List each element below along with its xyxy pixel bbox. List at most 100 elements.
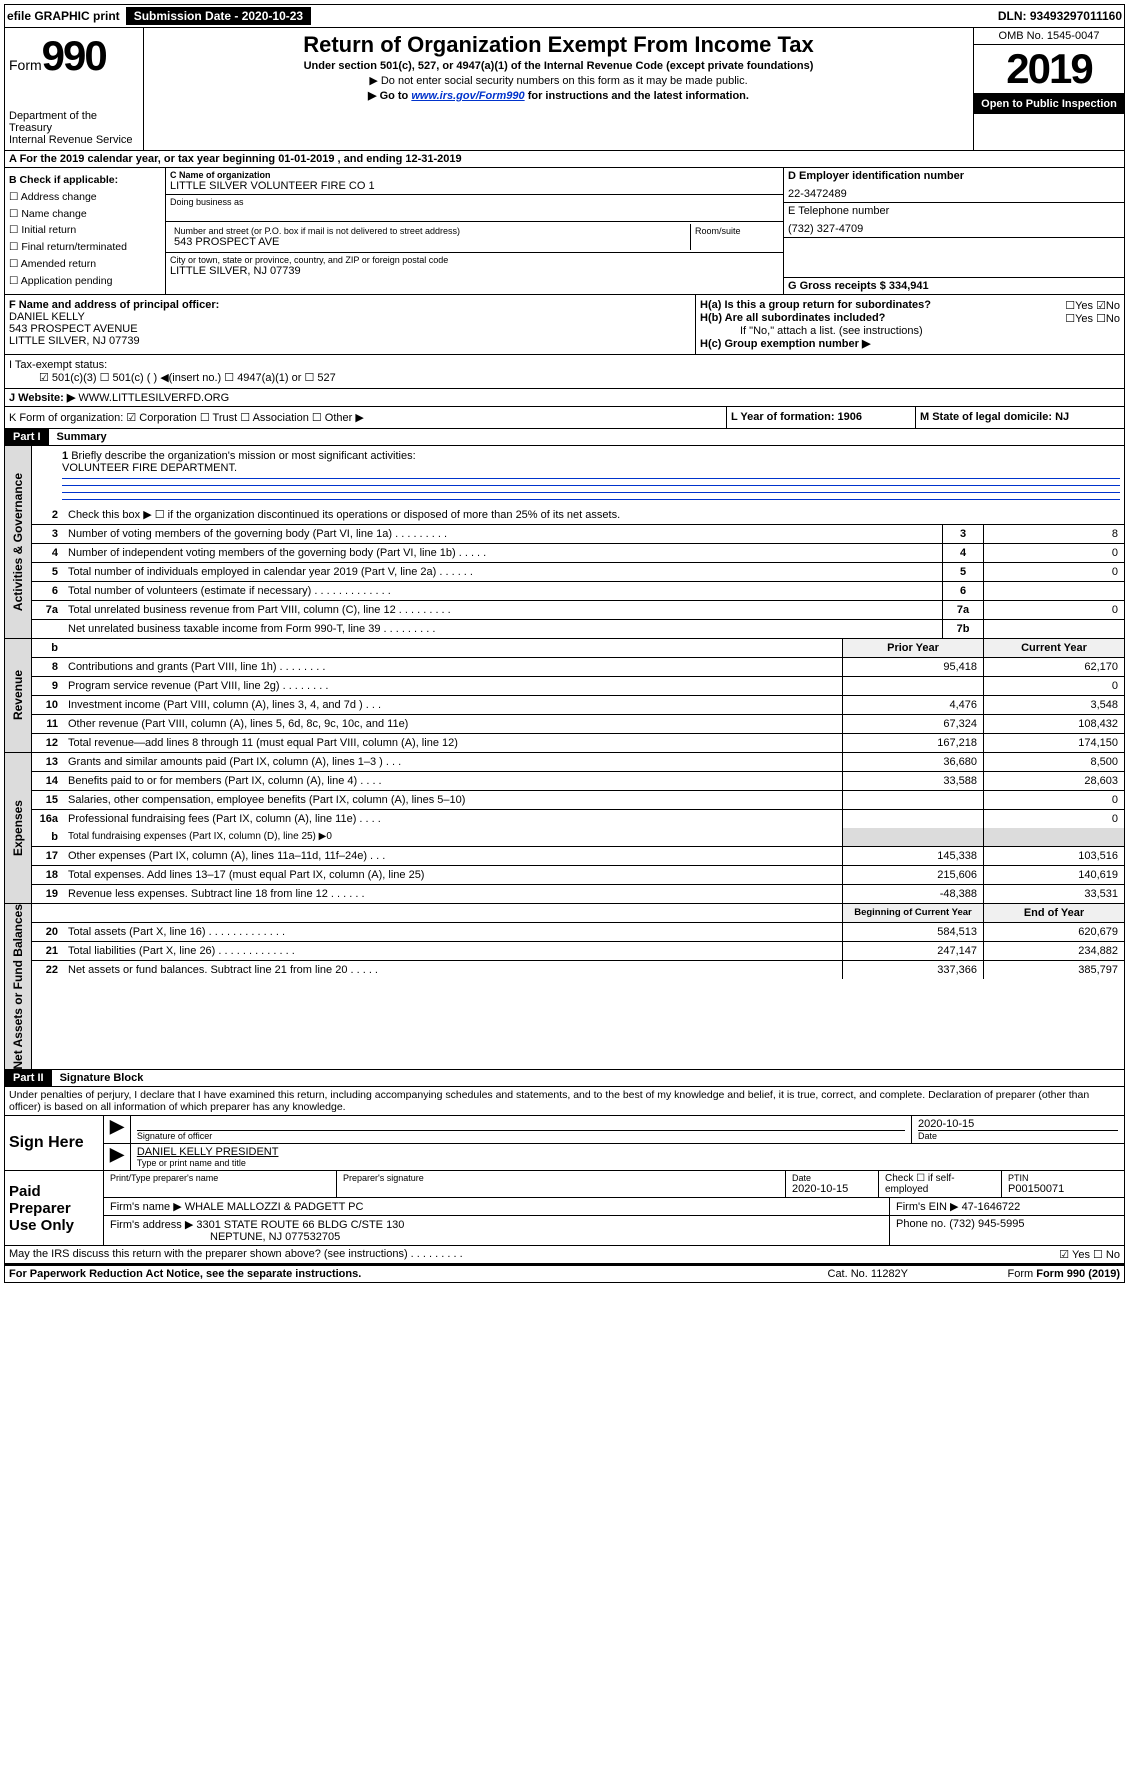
line-i: I Tax-exempt status: ☑ 501(c)(3) ☐ 501(c…	[4, 355, 1125, 389]
section-f-h: F Name and address of principal officer:…	[4, 295, 1125, 355]
officer-addr2: LITTLE SILVER, NJ 07739	[9, 335, 691, 347]
e-phone-label: E Telephone number	[788, 205, 1120, 217]
ptin-value: P00150071	[1008, 1183, 1118, 1195]
check-amended[interactable]: ☐ Amended return	[9, 256, 161, 273]
tab-activities: Activities & Governance	[11, 473, 25, 611]
check-pending[interactable]: ☐ Application pending	[9, 273, 161, 290]
phone-value: (732) 327-4709	[788, 223, 1120, 235]
c-name-label: C Name of organization	[170, 170, 779, 180]
net-assets-block: Net Assets or Fund Balances Beginning of…	[4, 904, 1125, 1071]
paid-preparer-block: Paid Preparer Use Only Print/Type prepar…	[4, 1171, 1125, 1246]
subtitle-3-post: for instructions and the latest informat…	[525, 90, 749, 102]
m-state: M State of legal domicile: NJ	[916, 407, 1124, 428]
arrow-icon: ▶	[104, 1116, 131, 1143]
f-label: F Name and address of principal officer:	[9, 299, 691, 311]
expenses-block: Expenses 13Grants and similar amounts pa…	[4, 753, 1125, 904]
firm-city: NEPTUNE, NJ 077532705	[210, 1231, 340, 1243]
form-label: Form	[9, 57, 42, 73]
prep-date: 2020-10-15	[792, 1183, 872, 1195]
check-address[interactable]: ☐ Address change	[9, 189, 161, 206]
cat-no: Cat. No. 11282Y	[828, 1268, 1008, 1280]
discuss-label: May the IRS discuss this return with the…	[9, 1248, 1059, 1261]
paperwork-footer: For Paperwork Reduction Act Notice, see …	[4, 1264, 1125, 1283]
line-j: J Website: ▶ WWW.LITTLESILVERFD.ORG	[4, 389, 1125, 407]
ha-value[interactable]: ☐Yes ☑No	[1065, 299, 1120, 312]
perjury-declaration: Under penalties of perjury, I declare th…	[4, 1087, 1125, 1116]
hb-note: If "No," attach a list. (see instruction…	[700, 325, 1120, 337]
check-name[interactable]: ☐ Name change	[9, 206, 161, 223]
ptin-label: PTIN	[1008, 1173, 1118, 1183]
dln: DLN: 93493297011160	[998, 9, 1122, 23]
hc-label: H(c) Group exemption number ▶	[700, 337, 1120, 350]
subtitle-2: ▶ Do not enter social security numbers o…	[152, 74, 965, 87]
sign-here-label: Sign Here	[5, 1116, 104, 1170]
k-form-org[interactable]: K Form of organization: ☑ Corporation ☐ …	[5, 407, 727, 428]
paperwork-notice: For Paperwork Reduction Act Notice, see …	[9, 1268, 828, 1280]
org-name: LITTLE SILVER VOLUNTEER FIRE CO 1	[170, 180, 779, 192]
submission-date: Submission Date - 2020-10-23	[126, 7, 311, 25]
g-receipts: G Gross receipts $ 334,941	[788, 280, 1120, 292]
check-final[interactable]: ☐ Final return/terminated	[9, 239, 161, 256]
part-1-badge: Part I	[5, 429, 49, 445]
part-1-title: Summary	[49, 429, 115, 445]
part-2-header: Part II Signature Block	[4, 1070, 1125, 1087]
top-bar: efile GRAPHIC print Submission Date - 20…	[4, 4, 1125, 28]
irs-label: Internal Revenue Service	[9, 134, 139, 146]
website-value[interactable]: WWW.LITTLESILVERFD.ORG	[78, 392, 229, 404]
hb-label: H(b) Are all subordinates included?	[700, 312, 1065, 325]
line-16b-num: b	[32, 831, 64, 843]
prep-name-label: Print/Type preparer's name	[110, 1173, 330, 1183]
discuss-row: May the IRS discuss this return with the…	[4, 1246, 1125, 1264]
addr-label: Number and street (or P.O. box if mail i…	[174, 226, 686, 236]
city-state-zip: LITTLE SILVER, NJ 07739	[170, 265, 779, 277]
line-16b-desc: Total fundraising expenses (Part IX, col…	[64, 829, 842, 844]
tab-expenses: Expenses	[11, 800, 25, 856]
hb-value[interactable]: ☐Yes ☐No	[1065, 312, 1120, 325]
sig-officer-label: Signature of officer	[137, 1130, 905, 1141]
line-1-label: Briefly describe the organization's miss…	[71, 450, 415, 462]
hdr-current: Current Year	[983, 639, 1124, 657]
form990-link[interactable]: www.irs.gov/Form990	[411, 90, 524, 102]
form-number: 990	[42, 32, 106, 79]
omb-number: OMB No. 1545-0047	[974, 28, 1124, 45]
firm-ein: 47-1646722	[962, 1201, 1021, 1213]
officer-addr1: 543 PROSPECT AVENUE	[9, 323, 691, 335]
paid-preparer-label: Paid Preparer Use Only	[5, 1171, 104, 1245]
prep-date-label: Date	[792, 1173, 872, 1183]
subtitle-3-pre: ▶ Go to	[368, 90, 411, 102]
subtitle-1: Under section 501(c), 527, or 4947(a)(1)…	[152, 60, 965, 72]
discuss-value[interactable]: ☑ Yes ☐ No	[1059, 1248, 1120, 1261]
prep-sig-label: Preparer's signature	[343, 1173, 779, 1183]
mission-text: VOLUNTEER FIRE DEPARTMENT.	[62, 462, 237, 474]
form-header: Form990 Department of the Treasury Inter…	[4, 28, 1125, 151]
cell-shade-2	[983, 828, 1124, 846]
part-1-header: Part I Summary	[4, 429, 1125, 446]
street-address: 543 PROSPECT AVE	[174, 236, 686, 248]
sign-here-block: Sign Here ▶ Signature of officer 2020-10…	[4, 1116, 1125, 1171]
firm-ein-label: Firm's EIN ▶	[896, 1201, 959, 1213]
cell-shade-1	[842, 828, 983, 846]
tax-year: 2019	[974, 45, 1124, 94]
firm-name-label: Firm's name ▶	[110, 1201, 182, 1213]
firm-phone: (732) 945-5995	[949, 1218, 1024, 1230]
j-label: J Website: ▶	[9, 392, 75, 404]
i-opts[interactable]: ☑ 501(c)(3) ☐ 501(c) ( ) ◀(insert no.) ☐…	[39, 372, 336, 384]
tab-net-assets: Net Assets or Fund Balances	[11, 904, 25, 1070]
check-initial[interactable]: ☐ Initial return	[9, 222, 161, 239]
sig-date: 2020-10-15	[918, 1118, 1118, 1130]
firm-addr: 3301 STATE ROUTE 66 BLDG C/STE 130	[196, 1219, 404, 1231]
hdr-b-label: b	[32, 642, 64, 654]
open-public: Open to Public Inspection	[974, 94, 1124, 114]
hdr-prior: Prior Year	[842, 639, 983, 657]
efile-label: efile GRAPHIC print	[7, 9, 120, 23]
ein-value: 22-3472489	[788, 188, 1120, 200]
revenue-block: Revenue b Prior Year Current Year 8Contr…	[4, 639, 1125, 753]
form-title: Return of Organization Exempt From Incom…	[152, 32, 965, 58]
dba-label: Doing business as	[170, 197, 779, 207]
line-klm: K Form of organization: ☑ Corporation ☐ …	[4, 407, 1125, 429]
hdr-end: End of Year	[983, 904, 1124, 922]
part-2-title: Signature Block	[52, 1070, 152, 1086]
self-employed-check[interactable]: Check ☐ if self-employed	[879, 1171, 1002, 1197]
hdr-begin: Beginning of Current Year	[842, 904, 983, 922]
line-2[interactable]: Check this box ▶ ☐ if the organization d…	[64, 506, 1124, 523]
